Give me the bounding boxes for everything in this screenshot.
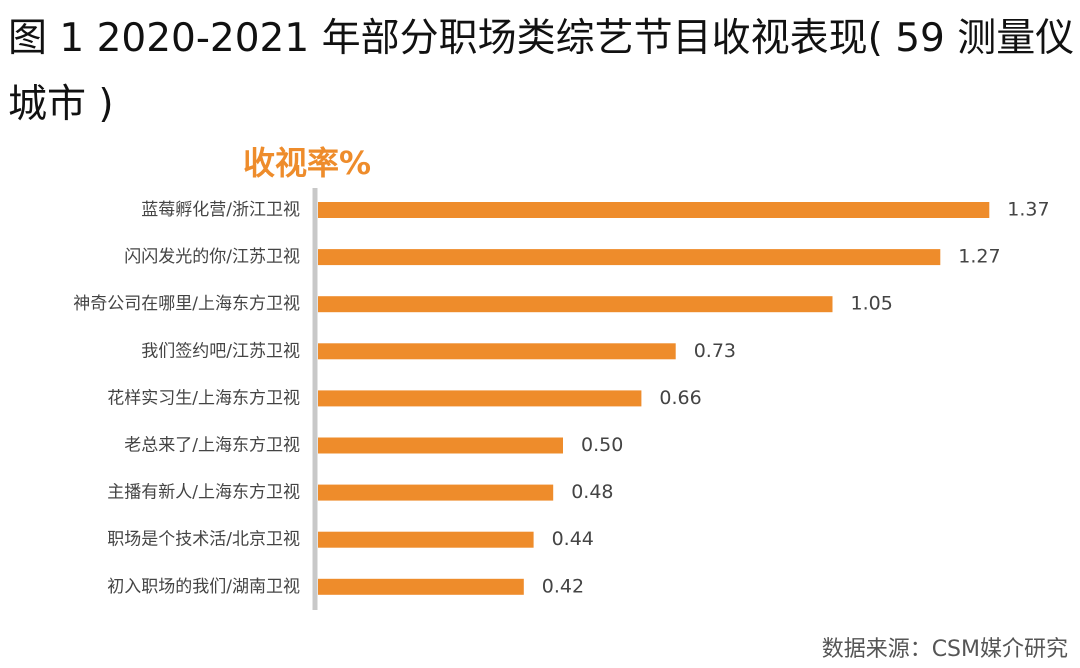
bar [318,484,554,501]
bar [318,531,534,548]
value-label: 0.66 [659,387,701,409]
value-label: 0.44 [552,528,594,550]
category-label: 初入职场的我们/湖南卫视 [107,577,300,597]
source-note: 数据来源：CSM媒介研究 [822,637,1068,662]
category-label: 主播有新人/上海东方卫视 [107,483,300,503]
category-label: 蓝莓孵化营/浙江卫视 [141,200,300,220]
category-label: 职场是个技术活/北京卫视 [107,530,300,550]
value-label: 1.27 [958,246,1000,268]
chart-title: 图 1 2020-2021 年部分职场类综艺节目收视表现( 59 测量仪城市 ) [8,16,1075,127]
category-label: 老总来了/上海东方卫视 [124,436,300,456]
value-label: 0.50 [581,434,623,456]
bar [318,202,990,218]
value-label: 1.37 [1007,199,1049,221]
value-label: 0.73 [694,340,736,362]
category-label: 神奇公司在哪里/上海东方卫视 [73,294,300,314]
category-label: 我们签约吧/江苏卫视 [141,341,300,361]
bar [318,390,642,407]
bar [318,343,676,360]
axis-label: 收视率% [243,144,371,182]
value-label: 0.48 [571,481,613,503]
bar [318,296,833,313]
bar [318,249,941,266]
bar [318,578,524,595]
category-label: 闪闪发光的你/江苏卫视 [124,247,300,267]
value-label: 1.05 [851,293,893,315]
category-label: 花样实习生/上海东方卫视 [107,388,300,408]
bar [318,437,563,454]
value-label: 0.42 [542,575,584,597]
